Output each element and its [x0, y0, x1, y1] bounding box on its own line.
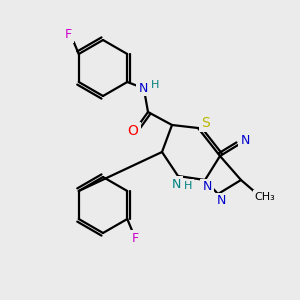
Text: CH₃: CH₃ — [255, 192, 275, 202]
Text: H: H — [184, 181, 192, 191]
Text: O: O — [128, 124, 138, 138]
Text: H: H — [151, 80, 159, 90]
Text: N: N — [240, 134, 250, 148]
Text: S: S — [201, 116, 209, 130]
Text: N: N — [138, 82, 148, 94]
Text: N: N — [216, 194, 226, 208]
Text: F: F — [132, 232, 139, 244]
Text: N: N — [202, 181, 212, 194]
Text: F: F — [65, 28, 72, 41]
Text: N: N — [171, 178, 181, 190]
